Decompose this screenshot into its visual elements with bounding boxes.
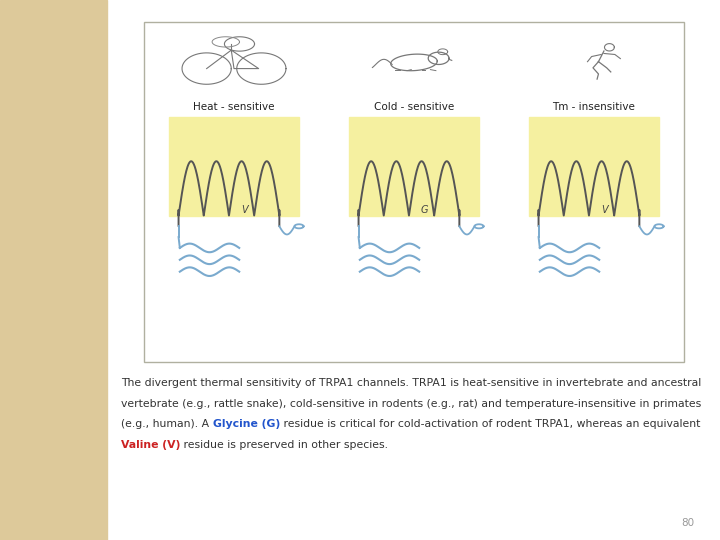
Text: G: G [420,205,428,215]
Text: Tm - insensitive: Tm - insensitive [552,102,636,112]
Text: (e.g., human). A: (e.g., human). A [121,419,212,429]
Text: vertebrate (e.g., rattle snake), cold-sensitive in rodents (e.g., rat) and tempe: vertebrate (e.g., rattle snake), cold-se… [121,399,701,409]
Text: The divergent thermal sensitivity of TRPA1 channels. TRPA1 is heat-sensitive in : The divergent thermal sensitivity of TRP… [121,378,701,388]
Text: Cold - sensitive: Cold - sensitive [374,102,454,112]
Bar [169,117,299,215]
Bar [144,22,684,362]
Text: Glycine (G): Glycine (G) [212,419,280,429]
Text: residue is critical for cold-activation of rodent TRPA1, whereas an equivalent: residue is critical for cold-activation … [280,419,701,429]
Text: V: V [600,205,608,215]
Text: 80: 80 [682,518,695,528]
Text: V: V [240,205,248,215]
Bar [0,0,107,540]
Text: residue is preserved in other species.: residue is preserved in other species. [180,440,388,450]
Text: Heat - sensitive: Heat - sensitive [193,102,275,112]
Bar [349,117,479,215]
Text: Valine (V): Valine (V) [121,440,180,450]
Bar [529,117,659,215]
